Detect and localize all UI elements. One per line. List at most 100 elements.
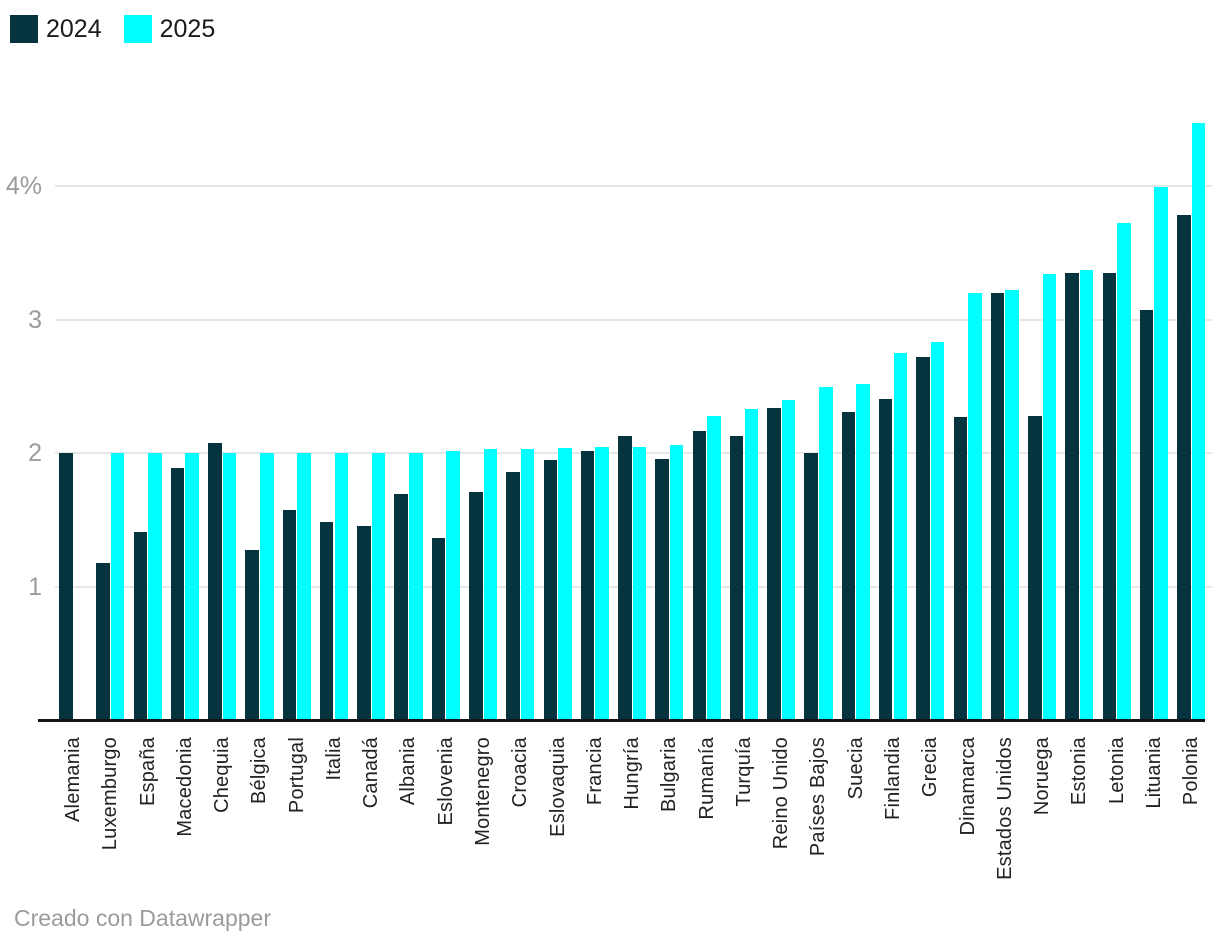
bar-2024-Albania (394, 493, 408, 721)
bar-2025-Dinamarca (968, 293, 982, 721)
bar-2025-Rumanía (707, 415, 721, 721)
gridline-4 (55, 185, 1212, 187)
bar-2025-Noruega (1042, 274, 1057, 721)
bar-2024-Grecia (916, 357, 930, 721)
x-axis-label: Polonia (1180, 737, 1203, 806)
bar-2024-Chequia (208, 442, 222, 721)
x-axis-label: Croacia (509, 737, 532, 808)
y-axis-tick-label: 3 (28, 306, 42, 334)
datawrapper-credit-link[interactable]: Creado con Datawrapper (14, 905, 271, 931)
bar-2024-Hungría (618, 436, 632, 721)
bar-2025-Chequia (222, 453, 237, 721)
bar-2025-Estados Unidos (1005, 290, 1019, 721)
y-axis-tick-label: 1 (28, 573, 42, 601)
bar-2025-Suecia (856, 383, 870, 721)
bar-2025-Eslovenia (446, 450, 460, 721)
x-axis-label: Bélgica (248, 737, 271, 804)
x-axis-label: Reino Unido (770, 737, 793, 850)
bar-2025-Canadá (371, 453, 386, 721)
legend-label-2025: 2025 (159, 15, 216, 43)
x-axis-label: Suecia (844, 737, 867, 800)
bar-2025-Polonia (1191, 123, 1206, 721)
bar-2024-Finlandia (878, 398, 893, 721)
bar-2024-Letonia (1102, 272, 1117, 721)
x-axis-label: Portugal (285, 737, 308, 814)
x-axis-label: Albania (397, 737, 420, 806)
bar-2025-Luxemburgo (110, 453, 125, 721)
bar-2025-Portugal (297, 453, 311, 721)
bar-2024-Estados Unidos (990, 293, 1005, 721)
bar-2024-Polonia (1177, 215, 1191, 721)
bar-2025-Países Bajos (819, 386, 833, 721)
x-axis-label: Letonia (1105, 737, 1128, 805)
bar-2025-Estonia (1079, 270, 1094, 721)
bar-2024-Lituania (1139, 310, 1154, 721)
bar-2025-Finlandia (893, 353, 907, 721)
bar-2024-Italia (319, 521, 334, 721)
bar-2024-Francia (580, 450, 595, 721)
bar-2025-Reino Unido (781, 399, 796, 721)
bar-2025-Grecia (930, 342, 945, 721)
x-axis-label: Italia (322, 737, 345, 781)
x-axis-label: Chequia (211, 737, 234, 813)
bar-2025-Italia (334, 453, 348, 721)
legend-item-2025: 2025 (123, 15, 216, 43)
x-axis-label: Montenegro (472, 737, 494, 846)
legend-color-swatch-2024 (10, 15, 38, 43)
bar-2024-Montenegro (469, 492, 483, 721)
x-axis-line (38, 719, 1205, 722)
bar-2025-España (148, 453, 162, 721)
bar-2025-Bulgaria (669, 445, 684, 721)
bar-2024-Reino Unido (767, 407, 781, 721)
y-axis-tick-label: 2 (28, 439, 42, 467)
bar-2024-Bulgaria (655, 458, 669, 721)
x-axis-label: España (136, 737, 159, 807)
bar-2024-Noruega (1028, 415, 1042, 721)
x-axis-label: Macedonia (173, 737, 196, 837)
bar-2025-Letonia (1117, 223, 1131, 721)
bar-2024-Macedonia (170, 468, 185, 721)
x-axis-label: Estonia (1068, 737, 1091, 806)
x-axis-label: Finlandia (881, 737, 904, 820)
bar-2025-Montenegro (483, 449, 498, 721)
bar-2025-Lituania (1154, 187, 1168, 721)
bar-2024-España (133, 532, 147, 721)
x-axis-label: Eslovenia (434, 737, 457, 826)
bar-2024-Alemania (59, 453, 73, 721)
gridline-3 (55, 319, 1212, 321)
bar-2024-Dinamarca (953, 417, 967, 721)
bar-2025-Francia (595, 446, 609, 721)
bar-2025-Hungría (632, 446, 647, 721)
x-axis-label: Eslovaquia (546, 737, 569, 837)
bar-2024-Canadá (357, 525, 371, 721)
bar-2025-Bélgica (260, 453, 274, 721)
bar-2024-Luxemburgo (96, 563, 110, 721)
x-axis-label: Bulgaria (658, 737, 681, 812)
bar-2025-Macedonia (185, 453, 199, 721)
bar-2025-Croacia (520, 449, 535, 721)
x-axis-label: Dinamarca (956, 737, 979, 836)
bar-2024-Rumanía (692, 430, 707, 721)
bar-2025-Turquía (744, 409, 758, 721)
bar-2024-Turquía (729, 436, 744, 721)
bar-2024-Eslovenia (431, 537, 446, 721)
x-axis-label: Turquía (732, 737, 755, 807)
x-axis-label: Luxemburgo (99, 737, 122, 851)
x-axis-label: Grecia (919, 737, 942, 798)
x-axis-label: Hungría (621, 737, 644, 810)
legend-label-2024: 2024 (46, 15, 102, 43)
legend-item-2024: 2024 (10, 15, 102, 43)
bar-2024-Croacia (506, 472, 520, 721)
legend-color-swatch-2025 (123, 15, 152, 43)
bar-2025-Eslovaquia (558, 448, 572, 721)
x-axis-label: Alemania (62, 737, 84, 822)
bar-2024-Portugal (282, 509, 297, 721)
x-axis-label: Canadá (360, 737, 383, 809)
bar-2025-Albania (409, 453, 423, 721)
bar-2024-Estonia (1065, 272, 1079, 721)
bar-2024-Eslovaquia (543, 460, 557, 721)
bar-2024-Países Bajos (804, 453, 818, 721)
x-axis-label: Estados Unidos (993, 737, 1016, 880)
bar-2024-Bélgica (245, 549, 259, 721)
